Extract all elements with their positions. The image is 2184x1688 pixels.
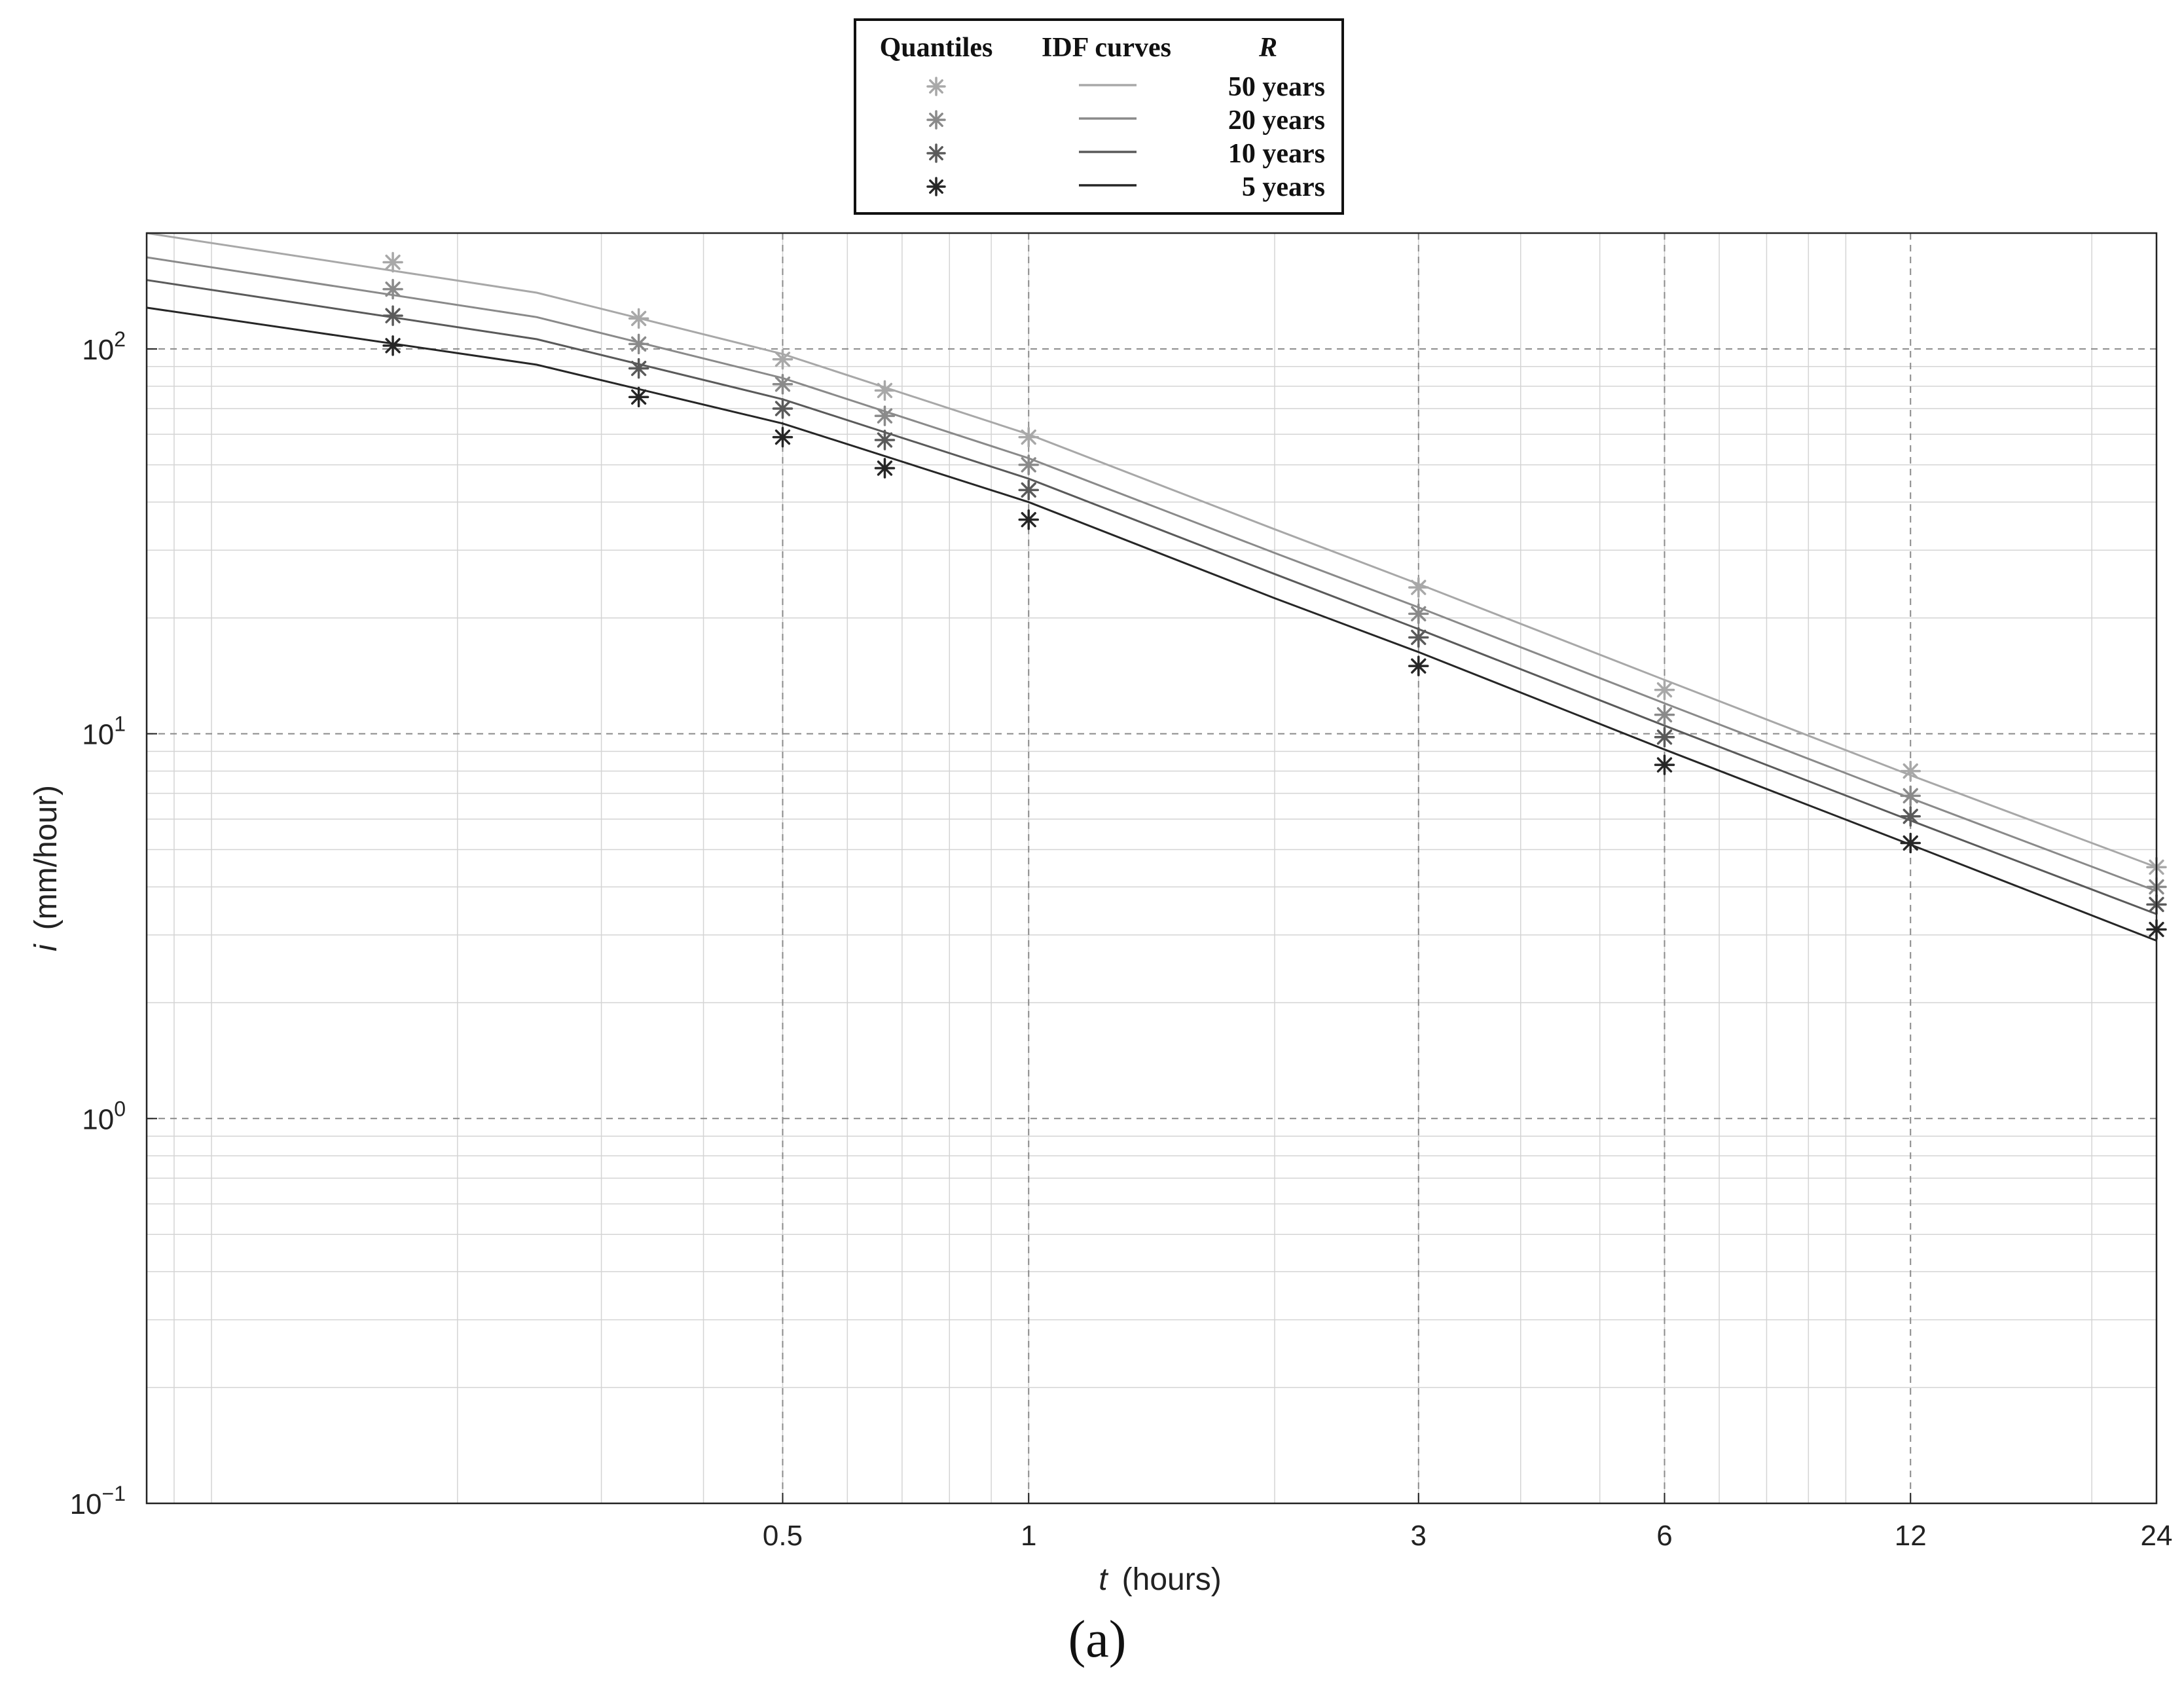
quantile-marker [874,380,896,401]
legend-series-label: 20 years [1228,105,1325,136]
major-grid [147,233,2157,1503]
y-tick-label: 100 [82,1097,126,1135]
quantile-marker [628,308,649,329]
quantile-marker [382,278,403,300]
idf-curve-line [146,256,2157,892]
quantile-marker [772,348,793,370]
x-tick-label: 0.5 [763,1520,803,1552]
x-tick-label: 1 [1021,1520,1036,1552]
quantile-marker [1900,806,1921,827]
y-axis-label: i(mm/hour) [29,785,64,951]
quantile-marker [628,358,649,379]
quantile-marker [1654,727,1675,748]
idf-curve-line [146,306,2157,942]
legend-quantile-marker [926,77,946,96]
plot-frame [145,232,2158,1505]
quantile-marker [1900,760,1921,782]
x-tick-label: 3 [1411,1520,1427,1552]
idf-curves [146,232,2157,942]
quantile-marker [1408,577,1429,598]
x-tick-label: 6 [1656,1520,1672,1552]
quantile-marker [1408,603,1429,625]
quantile-marker [1408,655,1429,676]
x-tick-label: 12 [1895,1520,1927,1552]
legend-header-curves: IDF curves [1042,33,1171,63]
quantile-marker [1654,754,1675,775]
quantile-marker [382,335,403,356]
quantile-marker [874,405,896,426]
quantile-marker [1018,479,1039,501]
quantile-marker [1408,627,1429,648]
idf-curve-line [146,279,2157,915]
quantile-marker [1018,509,1039,530]
minor-grid [147,233,2157,1503]
x-tick-label: 24 [2141,1520,2173,1552]
quantile-marker [1018,454,1039,475]
y-tick-label: 10−1 [70,1482,126,1520]
x-tick-labels: 0.5 1 3 6 12 24 [763,1493,2173,1552]
y-tick-labels: 102 101 100 10−1 [70,327,157,1520]
quantile-marker [874,430,896,450]
y-tick-label: 101 [82,712,126,751]
legend-quantile-marker [926,143,946,163]
quantile-marker [772,398,793,419]
figure-caption: (a) [1068,1611,1127,1668]
quantile-marker [874,458,896,479]
legend-series-label: 50 years [1228,72,1325,102]
quantile-marker [628,333,649,355]
x-axis-label: t (hours) [1099,1562,1221,1597]
quantile-marker [772,373,793,395]
legend-series-label: 5 years [1242,172,1325,202]
idf-curve-line [146,232,2157,868]
quantile-marker [1654,704,1675,725]
quantile-marker [1654,679,1675,701]
legend-quantile-marker [926,177,946,196]
quantile-marker [382,251,403,273]
quantile-marker [628,386,649,408]
y-tick-label: 102 [82,327,126,366]
quantile-marker [772,426,793,448]
legend-header-r: R [1258,33,1277,63]
quantile-marker [1018,426,1039,448]
legend-header-quantiles: Quantiles [880,33,993,63]
legend-quantile-marker [926,110,946,130]
legend-series-label: 10 years [1228,139,1325,169]
quantile-marker [382,305,403,326]
quantile-marker [1900,832,1921,854]
quantile-marker [1900,785,1921,807]
